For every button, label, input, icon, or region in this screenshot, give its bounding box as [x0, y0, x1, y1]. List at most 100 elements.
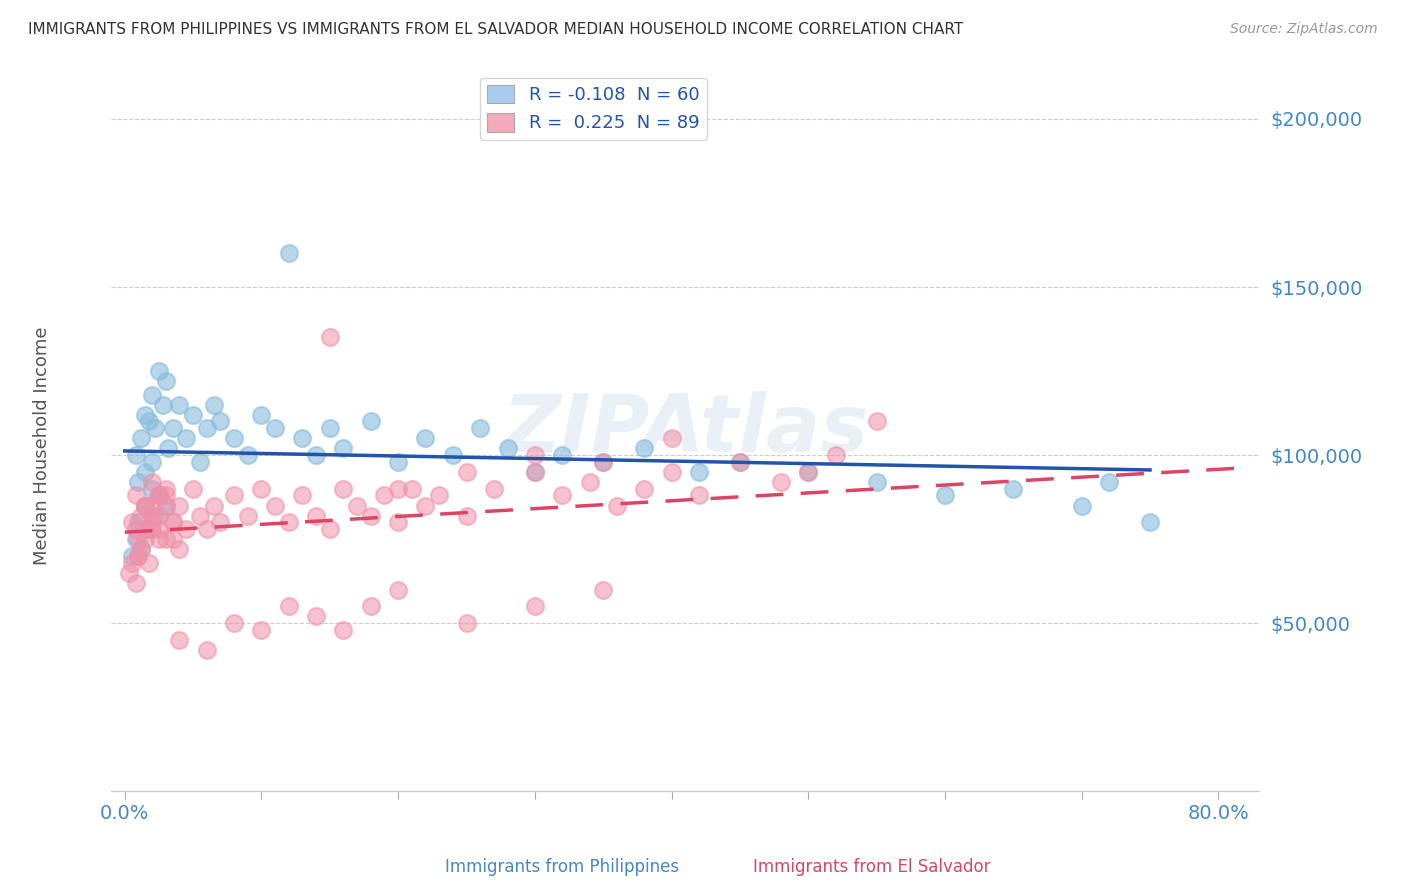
Point [155, 374, 177, 388]
Point [523, 465, 546, 479]
Point [456, 616, 478, 631]
Point [1002, 482, 1025, 496]
Point [688, 488, 710, 502]
Point [195, 421, 218, 435]
Point [797, 465, 820, 479]
Point [250, 623, 273, 637]
Point [162, 516, 184, 530]
Point [195, 522, 218, 536]
Point [578, 475, 600, 489]
Point [129, 542, 152, 557]
Point [134, 522, 156, 536]
Point [277, 599, 299, 614]
Point [129, 431, 152, 445]
Point [155, 488, 177, 502]
Point [141, 475, 163, 489]
Point [236, 448, 259, 462]
Point [224, 616, 246, 631]
Point [387, 516, 409, 530]
Point [127, 549, 149, 563]
Point [373, 488, 395, 502]
Point [319, 421, 342, 435]
Point [129, 508, 152, 523]
Point [143, 421, 166, 435]
Point [209, 516, 232, 530]
Point [606, 499, 628, 513]
Point [195, 643, 218, 657]
Point [456, 508, 478, 523]
Point [138, 556, 160, 570]
Point [633, 442, 655, 456]
Point [523, 599, 546, 614]
Point [129, 542, 152, 557]
Point [121, 556, 143, 570]
Point [551, 488, 574, 502]
Point [134, 532, 156, 546]
Point [162, 516, 184, 530]
Point [155, 499, 177, 513]
Point [169, 398, 191, 412]
Point [121, 516, 143, 530]
Point [456, 465, 478, 479]
Point [127, 516, 149, 530]
Point [162, 421, 184, 435]
Point [264, 421, 287, 435]
Text: Median Household Income: Median Household Income [34, 326, 51, 566]
Point [332, 482, 354, 496]
Point [141, 516, 163, 530]
Point [118, 566, 141, 580]
Point [1098, 475, 1121, 489]
Point [143, 508, 166, 523]
Point [1139, 516, 1161, 530]
Point [138, 522, 160, 536]
Point [592, 455, 614, 469]
Point [387, 582, 409, 597]
Text: ZIPAtlas: ZIPAtlas [502, 391, 869, 469]
Point [797, 465, 820, 479]
Point [523, 448, 546, 462]
Point [360, 508, 382, 523]
Point [125, 522, 148, 536]
Point [148, 488, 170, 502]
Point [496, 442, 519, 456]
Point [236, 508, 259, 523]
Point [148, 508, 170, 523]
Point [332, 442, 354, 456]
Point [134, 499, 156, 513]
Point [202, 398, 225, 412]
Point [125, 448, 148, 462]
Point [125, 575, 148, 590]
Point [155, 532, 177, 546]
Point [291, 488, 314, 502]
Point [138, 415, 160, 429]
Point [277, 246, 299, 260]
Point [1070, 499, 1092, 513]
Point [427, 488, 450, 502]
Point [264, 499, 287, 513]
Point [148, 532, 170, 546]
Point [319, 522, 342, 536]
Point [174, 522, 197, 536]
Point [592, 582, 614, 597]
Point [169, 499, 191, 513]
Point [319, 330, 342, 344]
Point [250, 482, 273, 496]
Point [134, 499, 156, 513]
Point [224, 488, 246, 502]
Point [169, 542, 191, 557]
Point [824, 448, 846, 462]
Point [360, 415, 382, 429]
Point [415, 499, 437, 513]
Point [127, 549, 149, 563]
Point [305, 508, 328, 523]
Point [470, 421, 492, 435]
Point [162, 532, 184, 546]
Point [152, 398, 174, 412]
Point [188, 508, 211, 523]
Point [592, 455, 614, 469]
Point [551, 448, 574, 462]
Point [661, 431, 683, 445]
Point [141, 508, 163, 523]
Point [224, 431, 246, 445]
Point [688, 465, 710, 479]
